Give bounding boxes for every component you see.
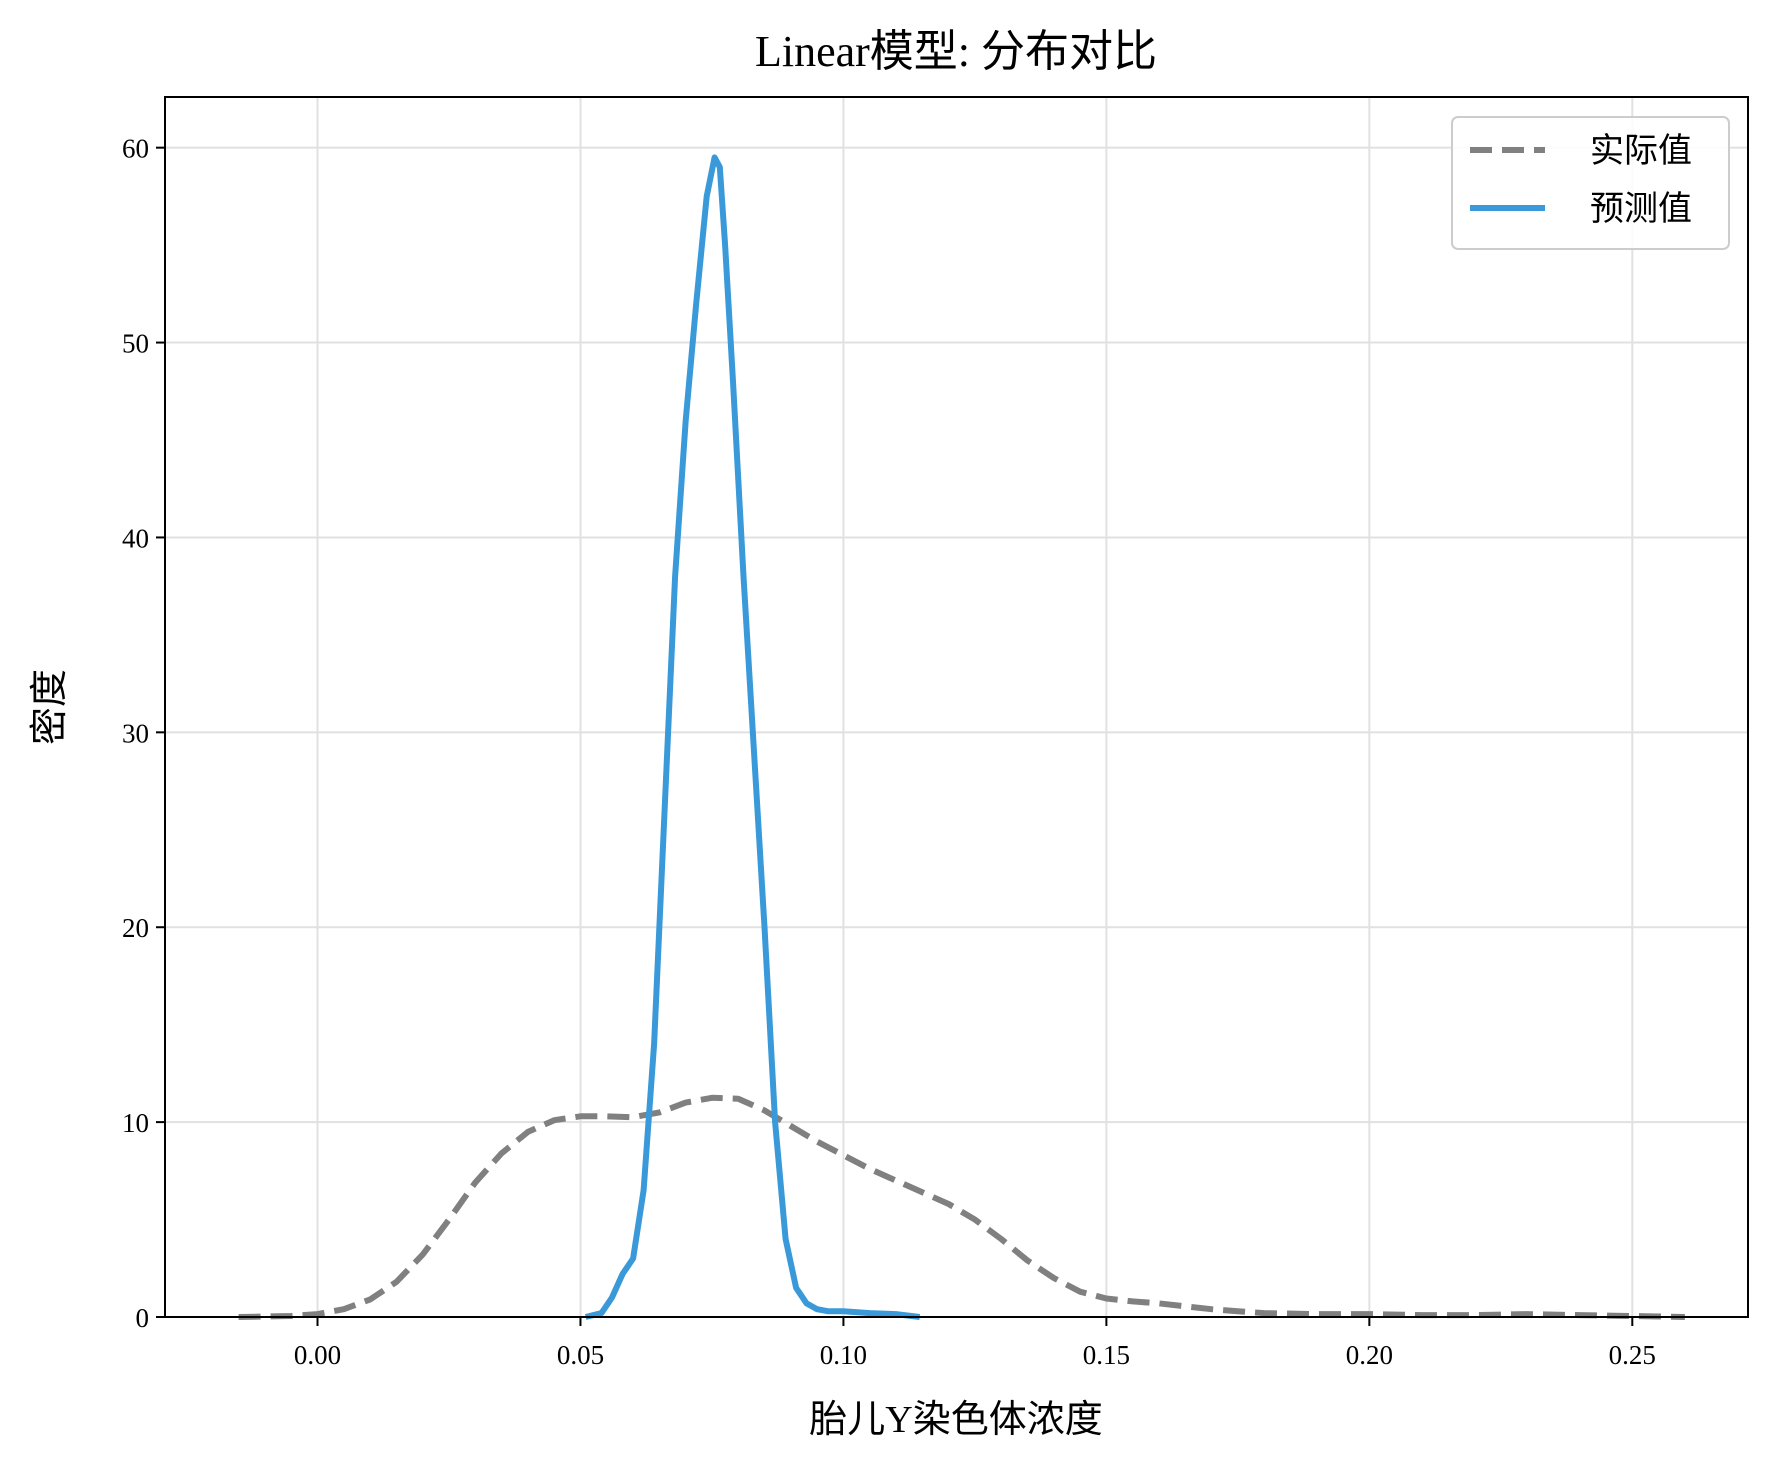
legend-label-actual: 实际值 bbox=[1590, 132, 1692, 170]
x-tick-label: 0.25 bbox=[1609, 1340, 1656, 1370]
x-axis-label: 胎儿Y染色体浓度 bbox=[809, 1399, 1102, 1441]
series-layer bbox=[238, 154, 1685, 1320]
y-tick-label: 10 bbox=[122, 1108, 149, 1138]
y-axis-label: 密度 bbox=[29, 669, 71, 745]
series-line-predicted bbox=[584, 154, 921, 1320]
y-tick-label: 20 bbox=[122, 913, 149, 943]
x-tick-label: 0.05 bbox=[557, 1340, 604, 1370]
chart-title: Linear模型: 分布对比 bbox=[755, 27, 1157, 76]
series-line-actual bbox=[238, 1094, 1685, 1320]
y-tick-label: 40 bbox=[122, 523, 149, 553]
x-tick-label: 0.15 bbox=[1083, 1340, 1130, 1370]
x-tick-label: 0.00 bbox=[294, 1340, 341, 1370]
legend: 实际值 预测值 bbox=[1451, 116, 1730, 250]
grid bbox=[165, 97, 1748, 1318]
plot-frame bbox=[164, 96, 1749, 1318]
y-tick-label: 60 bbox=[122, 134, 149, 164]
y-tick-label: 0 bbox=[136, 1303, 150, 1333]
x-tick-label: 0.10 bbox=[820, 1340, 867, 1370]
y-tick-label: 30 bbox=[122, 718, 149, 748]
legend-label-predicted: 预测值 bbox=[1590, 190, 1692, 228]
y-tick-label: 50 bbox=[122, 329, 149, 359]
axis-ticks: 0.00 0.05 0.10 0.15 0.20 0.25 0 10 20 30 40 50 60 bbox=[122, 134, 1656, 1370]
x-tick-label: 0.20 bbox=[1346, 1340, 1393, 1370]
